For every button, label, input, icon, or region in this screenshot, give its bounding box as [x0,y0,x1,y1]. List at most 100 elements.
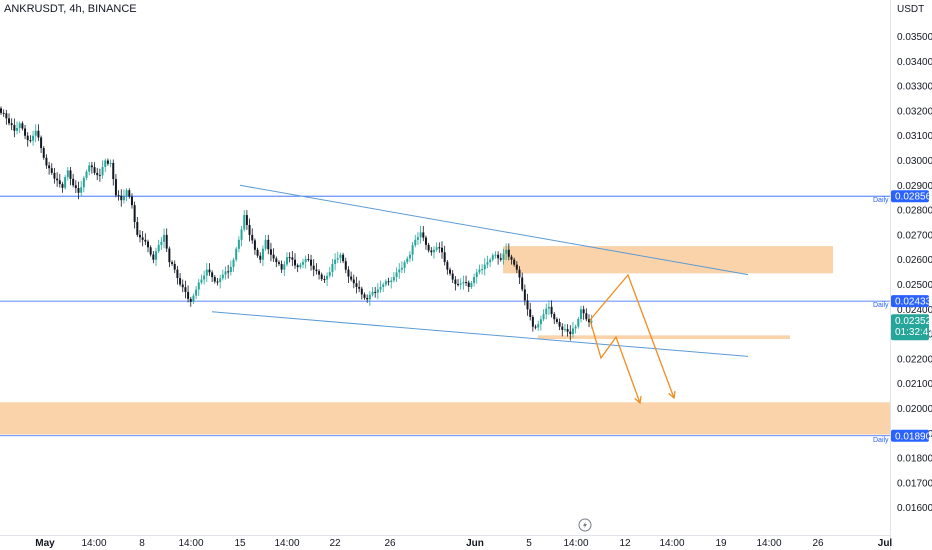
price-tick-label: 0.01600 [897,503,932,514]
candle-body [243,215,246,230]
candle-body [502,253,505,260]
candle-body [155,251,158,260]
price-tick-label: 0.02900 [897,181,932,192]
candle-body [82,177,85,188]
bar-countdown: 01:32:47 [895,327,932,338]
candle-body [13,125,16,131]
candle-body [382,284,385,287]
candle-body [240,229,243,240]
candle-body [58,180,61,185]
candle-body [211,272,214,278]
candle-body [149,247,152,255]
candle-body [539,319,542,325]
candle-body [411,245,414,255]
price-tick-label: 0.03000 [897,156,932,167]
candle-body [342,254,345,262]
candle-body [133,205,136,223]
candle-body [213,277,216,282]
candle-body [531,316,534,327]
candle-body [32,135,35,141]
daily-level-label: Daily [873,197,889,204]
candle-body [61,184,64,188]
candle-body [347,269,350,277]
candle-body [229,266,232,273]
level-price-value: 0.02433 [895,297,932,308]
lightning-icon[interactable] [578,518,592,532]
candle-body [256,249,259,256]
candle-body [235,248,238,260]
candle-body [537,324,540,328]
time-tick-label: 14:00 [563,538,588,549]
candle-body [112,162,115,180]
candle-body [122,196,125,201]
candle-body [558,321,561,327]
candle-body [494,254,497,256]
candle-body [42,148,45,158]
zones-layer [0,246,890,435]
candle-body [141,237,144,240]
candle-body [328,272,331,276]
candle-body [408,254,411,259]
candle-body [358,286,361,289]
candle-body [152,254,155,260]
candle-body [283,264,286,270]
candle-body [542,314,545,320]
last-price-value: 0.02352 [895,316,932,327]
candle-body [571,328,574,335]
candle-body [128,190,131,197]
candle-body [302,262,305,265]
candle-body [160,241,163,245]
candle-body [315,269,318,272]
level-price-value: 0.01890 [895,431,932,442]
candle-body [395,272,398,278]
candle-body [101,166,104,176]
candle-body [555,319,558,322]
candle-body [288,257,291,259]
time-tick-label: 26 [812,538,824,549]
candle-body [454,279,457,285]
supply-zone [503,246,833,274]
candle-body [114,179,117,196]
price-tick-label: 0.02000 [897,404,932,415]
candle-body [398,269,401,273]
candle-body [98,175,101,177]
candle-body [221,274,224,279]
candle-body [248,224,251,235]
price-tick-label: 0.03100 [897,131,932,142]
candle-body [459,283,462,285]
time-tick-label: 19 [715,538,727,549]
candle-body [400,267,403,270]
candle-body [88,165,91,172]
candle-body [574,326,577,329]
time-axis[interactable]: May 14:00 8 14:00 15 14:00 22 26 Jun 5 14:00 12 14:0… [35,538,892,549]
candle-body [18,123,21,129]
candle-body [195,289,198,296]
candle-body [478,269,481,273]
time-tick-label: 8 [139,538,145,549]
candle-body [157,244,160,252]
candle-body [304,258,307,263]
candle-body [379,286,382,290]
candle-body [24,128,27,136]
candle-body [64,177,67,188]
candle-body [104,160,107,167]
candle-body [69,170,72,179]
candle-body [200,279,203,283]
candle-body [491,255,494,260]
upper-trend-line [239,184,749,276]
candle-body [179,278,182,285]
time-tick-label: 14:00 [274,538,299,549]
candle-body [106,160,109,164]
candle-body [465,282,468,284]
candle-body [50,168,53,173]
candle-body [384,281,387,285]
candle-body [352,279,355,284]
price-tick-label: 0.01800 [897,454,932,465]
candle-body [336,258,339,260]
time-tick-label: 14:00 [178,538,203,549]
candle-body [237,239,240,249]
candle-body [563,329,566,331]
candle-body [320,274,323,280]
candle-body [432,249,435,253]
